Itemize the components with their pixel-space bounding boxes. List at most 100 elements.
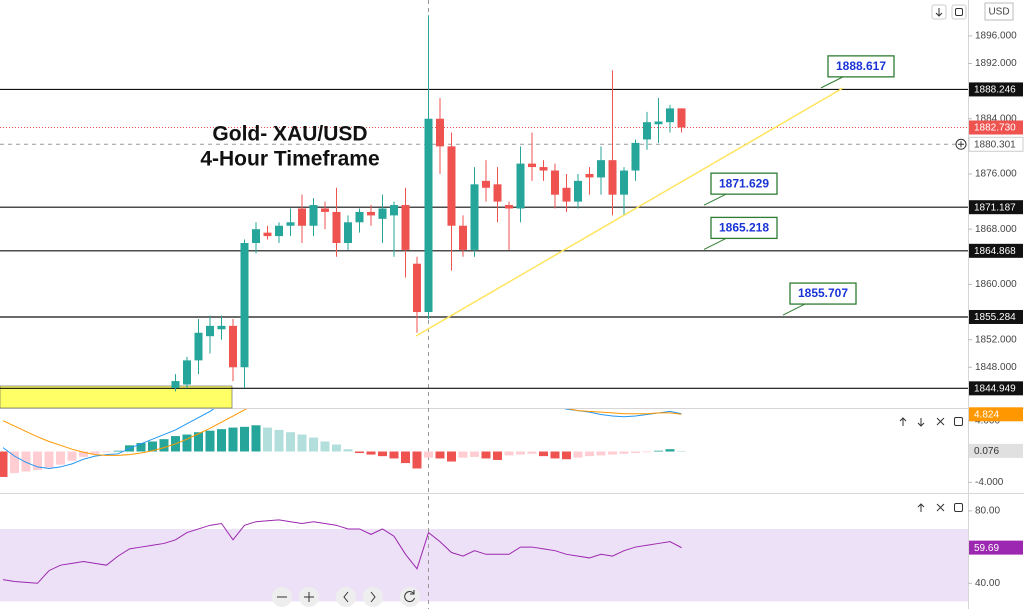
candle-body [332, 211, 341, 244]
price-panel [0, 15, 968, 392]
candle-body [413, 263, 421, 313]
y-tick-label: 1876.000 [975, 169, 1017, 180]
scroll-right-button[interactable] [363, 587, 383, 607]
macd-histogram-bar [458, 451, 468, 458]
macd-histogram-bar [677, 450, 686, 452]
close-button[interactable] [936, 503, 945, 512]
maximize-button[interactable] [954, 417, 963, 426]
chart-subtitle: 4-Hour Timeframe [200, 148, 379, 171]
level-label: 1871.187 [974, 202, 1016, 213]
arrow-icon [935, 8, 943, 17]
macd-histogram-bar [412, 451, 422, 469]
rsi-value-label: 59.69 [974, 543, 999, 554]
macd-histogram-bar [631, 451, 640, 454]
macd-histogram-bar [113, 450, 123, 452]
right-icon [370, 591, 376, 603]
signal-value-label-box [969, 407, 1023, 422]
macd-histogram-bar [274, 429, 284, 452]
candle-body [378, 208, 387, 219]
macd-histogram-bar [493, 451, 502, 460]
candle-body [493, 184, 502, 202]
macd-histogram-bar [562, 451, 571, 460]
histogram-value-label-box [969, 443, 1023, 458]
macd-histogram-bar [596, 451, 606, 456]
currency-box [984, 2, 1014, 21]
callout-label: 1871.629 [719, 176, 769, 190]
callout-box [710, 216, 778, 240]
macd-histogram-bar [286, 432, 295, 452]
macd-histogram-bar [44, 451, 54, 468]
macd-panel [0, 409, 686, 477]
level-label: 1888.246 [974, 85, 1016, 96]
candle-body [390, 205, 398, 216]
callout-label: 1865.218 [719, 221, 769, 235]
trend-line [415, 87, 844, 337]
candle-body [424, 118, 433, 313]
candle-body [229, 325, 237, 368]
macd-histogram-bar [205, 430, 215, 452]
currency-label: USD [988, 7, 1009, 18]
macd-histogram-bar [56, 451, 65, 465]
callout-box [789, 282, 857, 305]
y-tick-label: 1896.000 [975, 31, 1017, 42]
candle-body [344, 222, 352, 244]
macd-line [2, 409, 682, 469]
plus-icon [304, 592, 314, 602]
signal-value-label: 4.824 [974, 409, 999, 420]
macd-histogram-bar [10, 451, 19, 474]
move-down-button[interactable] [917, 418, 925, 427]
callout-connector [820, 76, 844, 89]
callout-connector [703, 193, 727, 206]
candle-body [677, 108, 686, 128]
macd-histogram-bar [389, 451, 399, 459]
candle-body [516, 163, 525, 209]
signal-line [2, 409, 682, 456]
crosshair-price-label: 1880.301 [974, 139, 1016, 150]
macd-histogram-bar [447, 451, 456, 462]
rsi-controls [917, 503, 963, 512]
candle-body [597, 160, 605, 178]
macd-histogram-bar [263, 427, 272, 452]
maximize-button[interactable] [951, 4, 967, 20]
navigation-bar [272, 587, 420, 607]
level-label: 1864.868 [974, 246, 1016, 257]
move-up-button[interactable] [899, 417, 907, 426]
scroll-left-button[interactable] [336, 587, 356, 607]
candle-body [275, 225, 283, 237]
macd-histogram-bar [159, 439, 169, 452]
macd-histogram-bar [401, 451, 410, 464]
macd-histogram-bar [573, 451, 583, 458]
reset-button[interactable] [400, 587, 420, 607]
macd-histogram-bar [320, 441, 330, 452]
macd-histogram-bar [182, 434, 192, 452]
macd-histogram-bar [332, 444, 341, 452]
candle-body [436, 118, 444, 147]
crosshair-price-box [968, 136, 1024, 152]
last-price-label-box [969, 120, 1023, 135]
candle-body [528, 163, 536, 168]
macd-histogram-bar [33, 451, 42, 471]
y-tick-label: 1884.000 [975, 113, 1017, 124]
plus-icon [958, 141, 964, 148]
label-layer: 1896.000 1892.000 1884.000 1876.000 1868.000… [703, 31, 1024, 589]
macd-histogram-bar [251, 425, 261, 452]
level-label-box [969, 381, 1023, 396]
y-tick-label: 1868.000 [975, 224, 1017, 235]
y-tick-label: -4.000 [975, 477, 1004, 488]
macd-histogram-bar [355, 451, 364, 454]
maximize-button[interactable] [954, 503, 963, 512]
macd-histogram-bar [424, 451, 433, 458]
candle-body [562, 187, 571, 202]
candle-body [206, 325, 214, 337]
macd-histogram-bar [378, 451, 387, 457]
callout-box [827, 55, 895, 78]
close-button[interactable] [936, 417, 945, 426]
candle-body [309, 205, 318, 226]
candle-body [539, 167, 548, 171]
y-tick-label: 1860.000 [975, 279, 1017, 290]
candle-body [298, 208, 306, 226]
macd-histogram-bar [228, 427, 238, 452]
rsi-band [0, 528, 968, 602]
move-up-button[interactable] [917, 503, 925, 512]
